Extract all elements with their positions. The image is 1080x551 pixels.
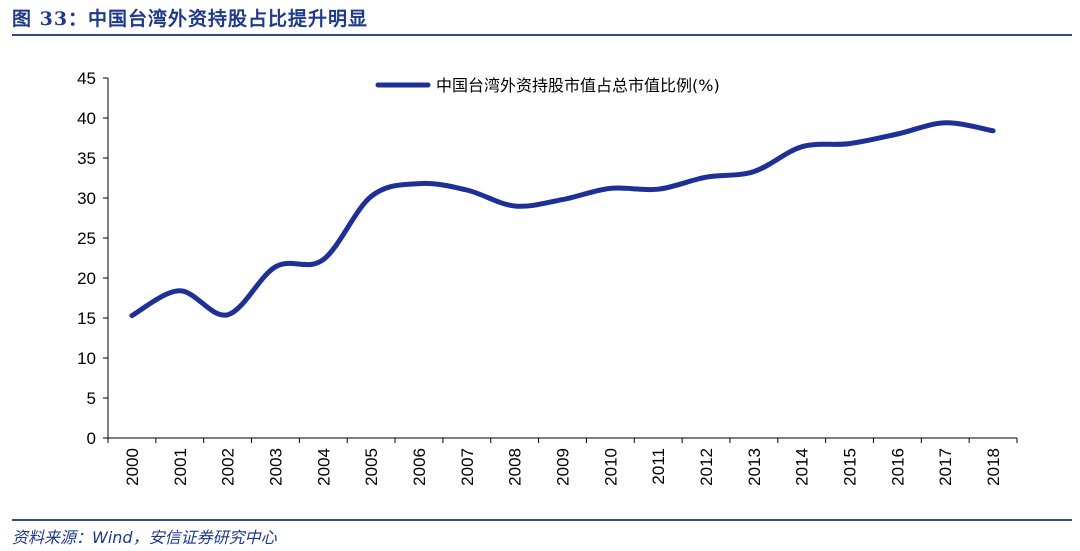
x-tick-label: 2002 (219, 448, 238, 486)
y-tick-label: 30 (77, 189, 96, 208)
x-tick-label: 2012 (697, 448, 716, 486)
title-divider (12, 34, 1072, 36)
x-tick-label: 2006 (410, 448, 429, 486)
x-tick-label: 2011 (649, 448, 668, 485)
y-tick-label: 35 (77, 149, 96, 168)
y-tick-label: 20 (77, 269, 96, 288)
source-divider (12, 519, 1072, 521)
figure-header: 图 33：中国台湾外资持股占比提升明显 (12, 4, 1074, 38)
x-tick-label: 2000 (123, 448, 142, 486)
x-tick-label: 2018 (984, 448, 1003, 486)
y-tick-label: 5 (87, 389, 96, 408)
x-tick-label: 2010 (601, 448, 620, 486)
x-tick-label: 2015 (841, 448, 860, 486)
legend-label: 中国台湾外资持股市值占总市值比例(%) (436, 76, 720, 95)
y-tick-label: 0 (87, 429, 96, 448)
chart-legend: 中国台湾外资持股市值占总市值比例(%) (375, 76, 720, 95)
series-line (129, 120, 996, 319)
y-tick-label: 10 (77, 349, 96, 368)
x-tick-label: 2009 (554, 448, 573, 486)
y-tick-label: 40 (77, 109, 96, 128)
figure-title: 图 33：中国台湾外资持股占比提升明显 (12, 8, 369, 30)
y-tick-label: 15 (77, 309, 96, 328)
x-tick-label: 2008 (506, 448, 525, 486)
x-tick-label: 2014 (793, 448, 812, 486)
figure-source: 资料来源：Wind，安信证券研究中心 (12, 528, 277, 547)
x-tick-label: 2003 (266, 448, 285, 486)
x-axis-ticks: 2000 2001 2002 2003 2004 2005 2006 2007 2008 2009… (107, 438, 1018, 486)
x-tick-label: 2001 (171, 448, 190, 486)
y-tick-label: 45 (77, 69, 96, 88)
y-axis-ticks: 0 5 10 15 20 25 30 35 40 45 (77, 69, 108, 448)
chart-axes (107, 78, 1017, 439)
x-tick-label: 2005 (362, 448, 381, 486)
x-tick-label: 2017 (936, 448, 955, 486)
x-tick-label: 2004 (314, 448, 333, 486)
x-tick-label: 2007 (458, 448, 477, 486)
y-tick-label: 25 (77, 229, 96, 248)
x-tick-label: 2013 (745, 448, 764, 486)
x-tick-label: 2016 (888, 448, 907, 486)
chart-series (129, 120, 996, 319)
